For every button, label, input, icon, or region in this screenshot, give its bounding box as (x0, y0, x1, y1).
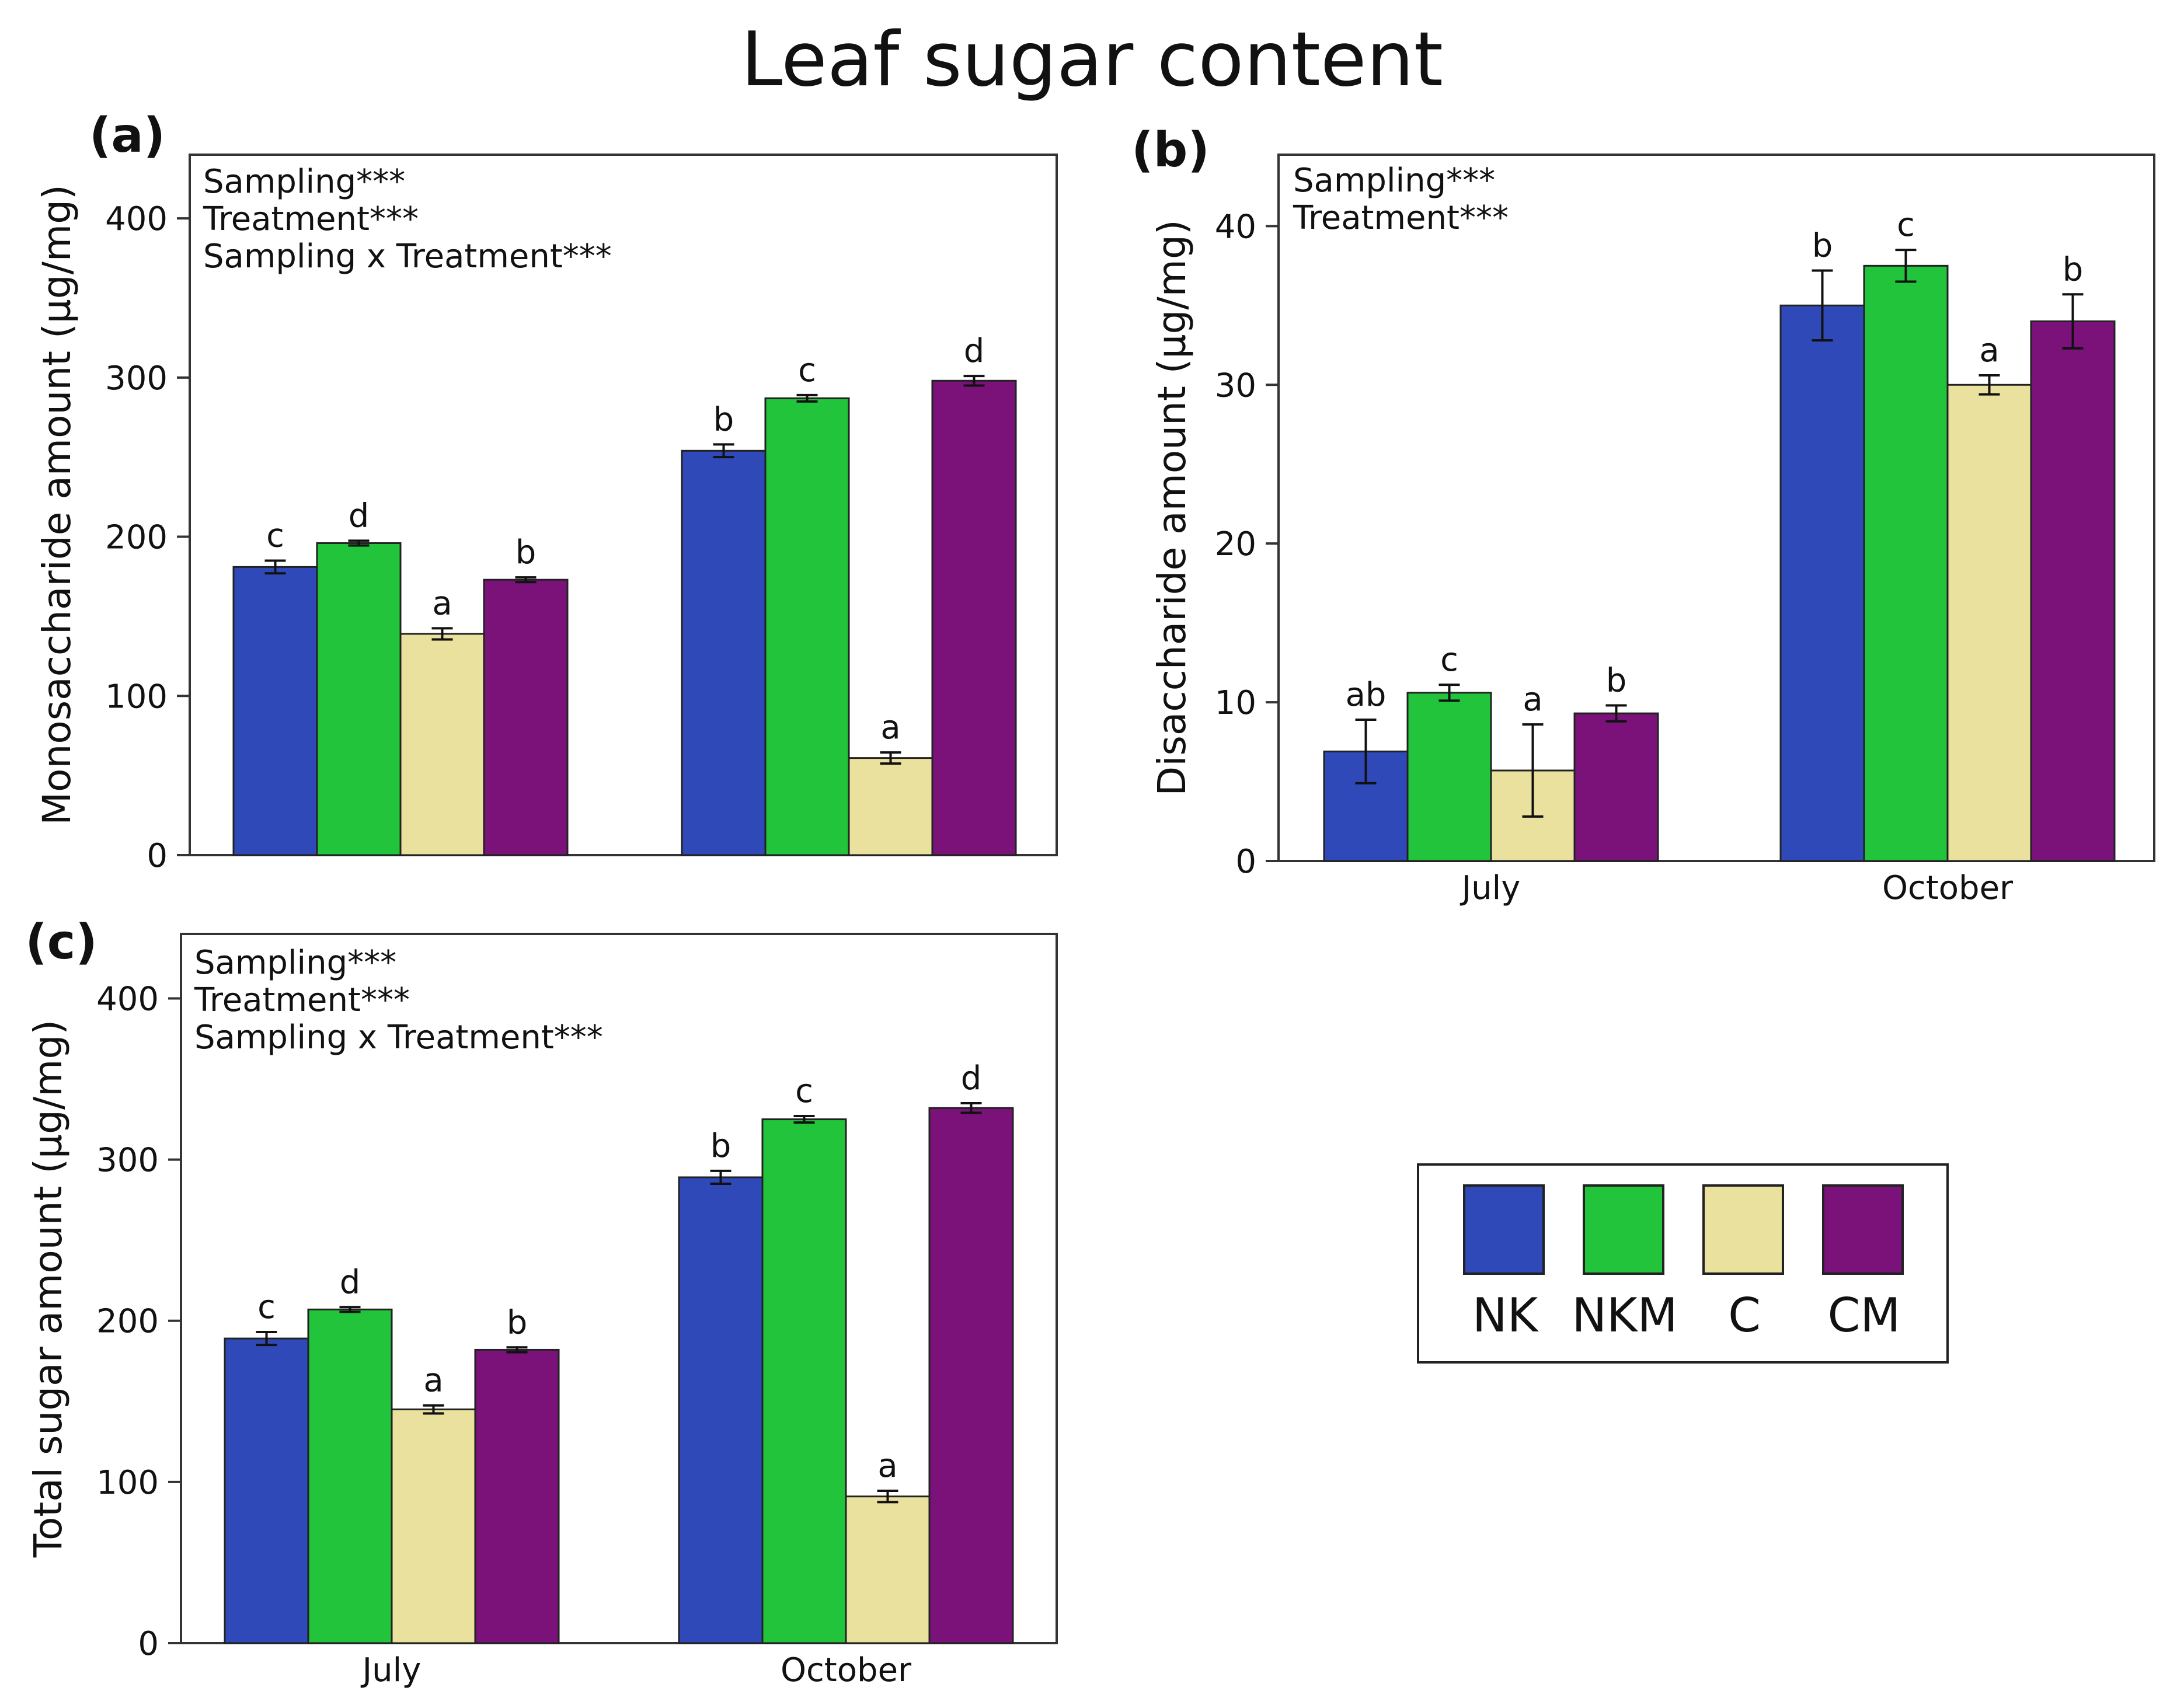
panel-b-letter-october-nk: b (1812, 226, 1833, 264)
panel-c-stat-3: Sampling x Treatment*** (194, 1019, 603, 1057)
panel-c-bar-july-c (391, 1408, 476, 1644)
panel-b-category-label-july: July (1460, 869, 1521, 907)
legend-label-cm: CM (1827, 1288, 1901, 1343)
panel-c-ytick-label-0: 0 (138, 1625, 159, 1663)
panel-b-bar-july-cm (1573, 712, 1659, 862)
panel-c-letter-july-nk: c (257, 1288, 276, 1326)
panel-c-letter-october-cm: d (961, 1059, 982, 1097)
panel-c-bar-october-c (845, 1495, 931, 1644)
panel-c-letter-july-nkm: d (340, 1263, 361, 1301)
panel-b-letter-july-nkm: c (1440, 641, 1458, 679)
panel-b-stat-2: Treatment*** (1293, 199, 1509, 237)
legend-label-nkm: NKM (1572, 1288, 1678, 1343)
panel-b-bar-july-nkm (1406, 692, 1492, 862)
legend-label-c: C (1728, 1288, 1761, 1343)
panel-a-label: (a) (89, 108, 165, 163)
legend-swatch-nkm (1583, 1184, 1664, 1275)
panel-c-letter-october-nkm: c (795, 1072, 813, 1110)
panel-c-bar-july-nk (224, 1337, 309, 1644)
panel-b-letter-july-nk: ab (1346, 676, 1387, 714)
panel-c-ytick-label-300: 300 (96, 1142, 159, 1180)
panel-a-letter-july-cm: b (515, 534, 537, 571)
panel-c-ylabel: Total sugar amount (µg/mg) (26, 1020, 71, 1558)
panel-a-ytick-label-300: 300 (105, 360, 168, 398)
panel-a-bar-october-c (848, 757, 933, 856)
panel-b-ytick-label-30: 30 (1215, 367, 1256, 405)
legend-entry-nkm: NKM (1572, 1184, 1678, 1354)
panel-c-category-label-october: October (781, 1651, 912, 1689)
panel-b-plot-frame (1277, 154, 2155, 862)
legend-label-nk: NK (1472, 1288, 1538, 1343)
legend-entry-c: C (1701, 1184, 1788, 1354)
legend-entry-cm: CM (1820, 1184, 1908, 1354)
panel-b-letter-july-cm: b (1606, 662, 1627, 700)
panel-a-bar-july-cm (483, 578, 569, 856)
panel-b-ytick-label-10: 10 (1215, 684, 1256, 722)
panel-b-ytick-label-0: 0 (1235, 843, 1256, 881)
panel-c-stat-1: Sampling*** (194, 944, 396, 982)
panel-a-ytick-label-0: 0 (147, 837, 168, 875)
panel-a-bar-july-nkm (316, 542, 402, 856)
panel-b-bar-october-cm (2030, 320, 2116, 862)
panel-a-letter-october-nk: b (713, 400, 734, 438)
panel-c-ytick-label-400: 400 (96, 980, 159, 1018)
legend: NK NKM C CM (1417, 1163, 1949, 1364)
panel-c-letter-july-c: a (423, 1362, 443, 1400)
panel-a-letter-july-nkm: d (349, 497, 370, 535)
panel-c-ytick-label-100: 100 (96, 1464, 159, 1502)
figure-title: Leaf sugar content (741, 16, 1443, 103)
panel-a-letter-october-nkm: c (798, 351, 816, 389)
panel-b-bar-october-nk (1779, 304, 1865, 862)
panel-b-label: (b) (1131, 123, 1210, 178)
panel-c-letter-july-cm: b (507, 1303, 528, 1341)
panel-b-ylabel: Disaccharide amount (µg/mg) (1150, 219, 1194, 796)
panel-a-letter-july-nk: c (266, 517, 284, 555)
panel-a-ytick-label-200: 200 (105, 519, 168, 557)
panel-b-letter-july-c: a (1523, 681, 1542, 719)
panel-b-bar-october-c (1946, 383, 2032, 862)
panel-c-label: (c) (25, 915, 97, 970)
panel-c-letter-october-c: a (877, 1447, 897, 1485)
panel-a-bar-july-nk (232, 566, 318, 856)
panel-c-bar-october-nk (678, 1176, 764, 1644)
panel-b-stat-1: Sampling*** (1293, 162, 1495, 200)
legend-swatch-c (1702, 1184, 1784, 1275)
panel-c-category-label-july: July (361, 1651, 422, 1689)
panel-b-letter-october-cm: b (2063, 250, 2084, 288)
panel-b-category-label-october: October (1882, 869, 2014, 907)
legend-swatch-cm (1822, 1184, 1904, 1275)
panel-a-bar-october-cm (931, 379, 1017, 856)
panel-b-ytick-label-20: 20 (1215, 525, 1256, 563)
panel-b-letter-october-nkm: c (1897, 206, 1915, 244)
panel-c-stat-2: Treatment*** (194, 981, 410, 1019)
panel-a-letter-october-c: a (880, 709, 900, 747)
panel-c-bar-july-nkm (307, 1308, 393, 1644)
panel-a-stat-2: Treatment*** (203, 200, 419, 238)
panel-b-ytick-label-40: 40 (1215, 208, 1256, 246)
legend-swatch-nk (1463, 1184, 1545, 1275)
panel-a-stat-1: Sampling*** (203, 163, 405, 201)
panel-c-letter-october-nk: b (710, 1127, 732, 1165)
panel-a-bar-october-nkm (764, 397, 850, 856)
panel-a-ylabel: Monosaccharide amount (µg/mg) (34, 184, 79, 825)
panel-a-letter-october-cm: d (964, 332, 985, 370)
panel-c-bar-october-nkm (761, 1118, 847, 1644)
panel-a-plot-frame (189, 154, 1058, 856)
panel-a-bar-october-nk (681, 449, 767, 856)
legend-entry-nk: NK (1461, 1184, 1549, 1354)
panel-c-ytick-label-200: 200 (96, 1303, 159, 1341)
panel-b-letter-october-c: a (1979, 332, 1999, 369)
panel-a-stat-3: Sampling x Treatment*** (203, 238, 612, 276)
panel-b-bar-october-nkm (1863, 264, 1949, 862)
panel-c-bar-october-cm (928, 1107, 1014, 1644)
panel-a-bar-july-c (399, 633, 485, 856)
panel-a-letter-july-c: a (432, 584, 452, 622)
panel-c-bar-july-cm (474, 1348, 560, 1644)
panel-c-plot-frame (180, 933, 1058, 1644)
panel-a-ytick-label-400: 400 (105, 200, 168, 238)
panel-a-ytick-label-100: 100 (105, 678, 168, 716)
